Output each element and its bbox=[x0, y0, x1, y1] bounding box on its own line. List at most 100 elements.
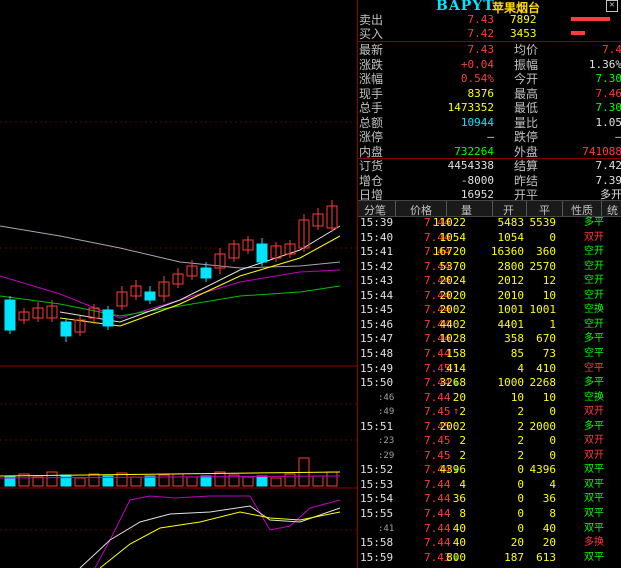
candle-body bbox=[144, 291, 156, 301]
tick-close: 4 bbox=[549, 477, 556, 491]
volume-bar bbox=[46, 471, 58, 487]
quote-row: 最新 7.43 均价 7.4 bbox=[358, 43, 621, 57]
tick-row[interactable]: 15:50 7.44 ↓ 3268 1000 2268 多平 bbox=[358, 376, 621, 391]
tick-close: 1 bbox=[549, 317, 556, 331]
tick-price: 7.45 bbox=[424, 405, 451, 419]
tick-row[interactable]: :23 7.45 2 2 0 双开 bbox=[358, 434, 621, 449]
volume-bar bbox=[326, 471, 338, 487]
tick-qty: 2020 bbox=[439, 288, 467, 302]
tick-row[interactable]: 15:59 7.43 ↓ 800 187 613 双平 bbox=[358, 551, 621, 566]
kline-chart[interactable] bbox=[0, 0, 357, 568]
tick-nature: 双平 bbox=[584, 478, 604, 490]
divider bbox=[358, 158, 621, 159]
quote-value: – bbox=[487, 130, 494, 143]
tick-nature: 多平 bbox=[584, 420, 604, 432]
tick-row[interactable]: 15:55 7.44 8 0 8 双平 bbox=[358, 507, 621, 522]
tick-price: 7.44 bbox=[424, 317, 451, 331]
quote-label: 跌停 bbox=[514, 130, 539, 144]
tick-close: 2000 bbox=[529, 419, 557, 433]
quote-label: 外盘 bbox=[514, 144, 539, 159]
tick-row[interactable]: 15:54 7.44 36 0 36 双平 bbox=[358, 492, 621, 507]
tick-open: 358 bbox=[504, 332, 524, 346]
tick-row[interactable]: 15:42 7.44 5370 2800 2570 空开 bbox=[358, 260, 621, 275]
quote-value: 7.42 bbox=[595, 159, 621, 172]
tick-row[interactable]: 15:41 7.44 16720 16360 360 空开 bbox=[358, 245, 621, 260]
tick-row[interactable]: :29 7.45 2 2 0 双开 bbox=[358, 449, 621, 464]
tick-row[interactable]: 15:53 7.44 4 0 4 双平 bbox=[358, 478, 621, 493]
volume-bar bbox=[228, 474, 240, 487]
orderbook-row: 买入 7.42 3453 bbox=[358, 27, 621, 41]
tick-row[interactable]: 15:51 7.45 2002 2 2000 多平 bbox=[358, 420, 621, 435]
tick-row[interactable]: 15:45 7.44 2002 1001 1001 空换 bbox=[358, 303, 621, 318]
quote-row: 订货 4454338 结算 7.42 bbox=[358, 159, 621, 173]
volume-bar bbox=[186, 476, 198, 487]
tick-row[interactable]: :41 7.44 40 0 40 双平 bbox=[358, 522, 621, 537]
tick-close: 40 bbox=[542, 521, 556, 535]
candle-body bbox=[242, 239, 254, 251]
tick-arrow-icon: ↓ bbox=[453, 377, 460, 389]
tick-open: 2800 bbox=[497, 259, 525, 273]
tick-qty: 4396 bbox=[439, 463, 467, 477]
tick-time: 15:42 bbox=[360, 259, 394, 273]
tick-row[interactable]: 15:52 7.44 ↓ 4396 0 4396 双平 bbox=[358, 463, 621, 478]
tick-row[interactable]: 15:44 7.44 2020 2010 10 空开 bbox=[358, 289, 621, 304]
volume-bar bbox=[130, 476, 142, 487]
candle-body bbox=[298, 219, 310, 249]
quote-value: 8376 bbox=[467, 86, 495, 100]
quote-value: 1.05 bbox=[595, 115, 621, 129]
tick-qty: 4402 bbox=[439, 317, 467, 331]
candle-body bbox=[172, 273, 184, 285]
tick-nature: 双平 bbox=[584, 522, 604, 534]
quote-value: – bbox=[615, 130, 621, 144]
tick-open: 4 bbox=[517, 361, 524, 375]
candle-body bbox=[46, 305, 58, 319]
tick-qty: 2 bbox=[459, 405, 466, 419]
tick-row[interactable]: 15:48 7.44 158 85 73 空平 bbox=[358, 347, 621, 362]
ticks-header: 分笔 价格 量 开 平 性质 统 bbox=[358, 200, 621, 217]
tick-open: 1054 bbox=[497, 230, 525, 244]
tick-row[interactable]: 15:43 7.44 2024 2012 12 空开 bbox=[358, 274, 621, 289]
indicator-line bbox=[79, 505, 341, 568]
tick-open: 85 bbox=[510, 346, 524, 360]
candle-body bbox=[200, 267, 212, 279]
tick-nature: 双平 bbox=[584, 493, 604, 505]
tick-qty: 40 bbox=[452, 521, 466, 535]
tick-row[interactable]: 15:40 7.44 1054 1054 0 双开 bbox=[358, 231, 621, 246]
tick-qty: 4 bbox=[459, 477, 466, 491]
volume-bar bbox=[242, 476, 254, 487]
col-price: 价格 bbox=[410, 204, 432, 217]
ma-line-green bbox=[0, 285, 341, 317]
quote-value: 732264 bbox=[454, 144, 494, 158]
tick-row[interactable]: :46 7.44 20 10 10 空换 bbox=[358, 391, 621, 406]
tick-open: 4401 bbox=[497, 317, 525, 331]
tick-row[interactable]: 15:58 7.44 40 20 20 多换 bbox=[358, 536, 621, 551]
tick-time: 15:54 bbox=[360, 492, 394, 506]
orderbook-price: 7.43 bbox=[467, 13, 495, 26]
tick-row[interactable]: 15:46 7.44 4402 4401 1 空开 bbox=[358, 318, 621, 333]
tick-arrow-icon: ↓ bbox=[453, 464, 460, 476]
quote-label: 最高 bbox=[514, 86, 539, 101]
tick-nature: 空平 bbox=[584, 347, 604, 359]
tick-row[interactable]: 15:39 7.44 11022 5483 5539 多平 bbox=[358, 216, 621, 231]
tick-row[interactable]: :49 7.45 ↑ 2 2 0 双开 bbox=[358, 405, 621, 420]
candle-body bbox=[158, 281, 170, 297]
quote-label: 总手 bbox=[359, 101, 384, 115]
tick-arrow-icon: ↓ bbox=[453, 551, 460, 563]
tick-close: 0 bbox=[549, 448, 556, 462]
tick-row[interactable]: 15:47 7.44 1028 358 670 多平 bbox=[358, 332, 621, 347]
tick-time: 15:49 bbox=[360, 361, 394, 375]
quote-label: 现手 bbox=[359, 86, 384, 101]
col-close: 平 bbox=[539, 204, 550, 217]
tick-close: 20 bbox=[542, 536, 556, 550]
quote-row: 总额 10944 量比 1.05 bbox=[358, 116, 621, 130]
tick-open: 0 bbox=[517, 477, 524, 491]
symbol-code: BAPYT bbox=[436, 0, 495, 14]
tick-row[interactable]: 15:49 7.45 ↑ 414 4 410 空平 bbox=[358, 362, 621, 377]
tick-nature: 空开 bbox=[584, 318, 604, 330]
close-icon[interactable]: ✕ bbox=[606, 0, 618, 12]
candle-body bbox=[102, 309, 114, 327]
quote-label: 涨幅 bbox=[359, 72, 384, 86]
tick-time: 15:46 bbox=[360, 317, 394, 331]
volume-bar bbox=[214, 471, 226, 487]
candle-body bbox=[74, 319, 86, 333]
